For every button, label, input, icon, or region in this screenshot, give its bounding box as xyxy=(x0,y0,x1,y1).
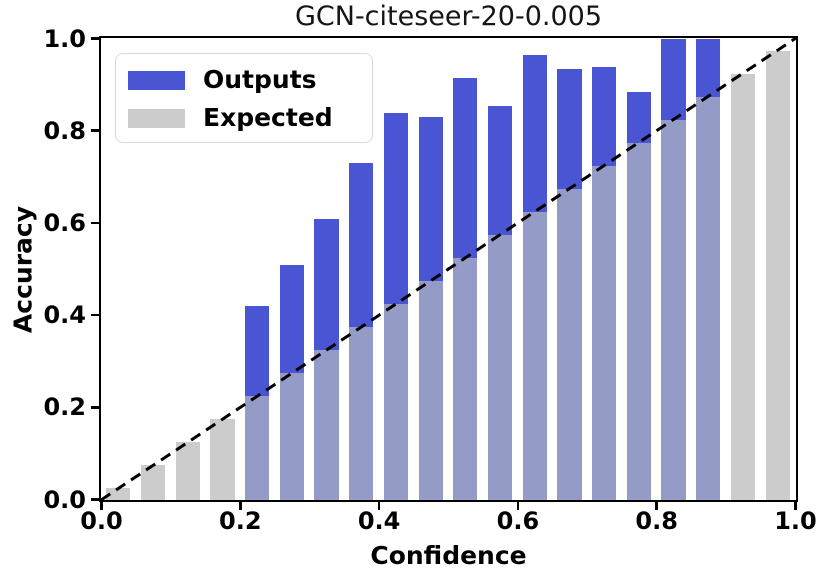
bar-outputs xyxy=(557,68,582,189)
bar-overlap xyxy=(383,304,409,500)
x-axis-label: Confidence xyxy=(370,541,527,570)
x-tick-mark xyxy=(100,502,103,510)
y-tick-mark xyxy=(91,129,99,132)
bar-outputs xyxy=(487,105,513,235)
bars-layer xyxy=(101,38,796,500)
bar-overlap xyxy=(453,257,478,500)
legend-item-outputs: Outputs xyxy=(128,66,360,94)
bar-expected xyxy=(730,73,756,500)
bar-outputs xyxy=(349,163,374,328)
legend-label-expected: Expected xyxy=(203,103,333,132)
bar-outputs xyxy=(522,55,547,212)
y-axis-label: Accuracy xyxy=(8,205,38,334)
bar-outputs xyxy=(314,218,339,351)
bar-overlap xyxy=(279,373,304,500)
x-tick-mark xyxy=(239,502,242,510)
diagonal-line xyxy=(101,38,796,500)
plot-area: Outputs Expected xyxy=(99,36,798,502)
bar-outputs xyxy=(661,39,686,120)
chart-title: GCN-citeseer-20-0.005 xyxy=(294,1,603,32)
bar-overlap xyxy=(418,281,443,500)
y-tick-label: 1.0 xyxy=(43,24,86,53)
y-tick-label: 0.8 xyxy=(43,116,86,145)
bar-expected xyxy=(210,419,235,500)
bar-overlap xyxy=(696,96,721,500)
bar-outputs xyxy=(696,39,721,97)
bar-outputs xyxy=(279,264,304,374)
bar-overlap xyxy=(522,211,547,500)
bar-outputs xyxy=(418,117,443,282)
bar-expected xyxy=(140,465,166,500)
bar-overlap xyxy=(349,327,374,500)
y-tick-label: 0.6 xyxy=(43,208,86,237)
bar-outputs xyxy=(626,92,651,143)
x-tick-mark xyxy=(794,502,797,510)
x-tick-mark xyxy=(516,502,520,510)
y-tick-mark xyxy=(91,406,99,409)
bar-overlap xyxy=(626,142,651,500)
x-tick-label: 0.6 xyxy=(496,507,540,535)
y-tick-mark xyxy=(91,498,99,501)
bar-expected xyxy=(175,442,200,500)
y-tick-label: 0.4 xyxy=(43,301,86,330)
bar-expected xyxy=(106,488,131,500)
x-tick-label: 0.4 xyxy=(357,507,401,535)
legend-swatch-outputs-icon xyxy=(128,70,185,90)
bar-overlap xyxy=(592,165,617,500)
x-tick-label: 0.8 xyxy=(635,507,678,535)
x-tick-mark xyxy=(377,502,381,510)
bar-expected xyxy=(765,50,790,500)
bar-overlap xyxy=(245,396,270,500)
bar-overlap xyxy=(487,234,513,500)
bar-overlap xyxy=(661,119,686,500)
bar-outputs xyxy=(245,306,270,397)
x-tick-label: 0.2 xyxy=(219,507,262,535)
bar-outputs xyxy=(383,112,409,305)
y-tick-label: 0.0 xyxy=(43,485,86,514)
legend: Outputs Expected xyxy=(115,53,373,143)
x-tick-mark xyxy=(655,502,658,510)
bar-outputs xyxy=(453,78,478,258)
x-tick-label: 0.0 xyxy=(80,507,123,535)
legend-label-outputs: Outputs xyxy=(203,65,317,94)
y-tick-mark xyxy=(91,313,99,317)
bar-overlap xyxy=(557,188,582,500)
y-tick-mark xyxy=(91,37,99,40)
y-tick-label: 0.2 xyxy=(43,393,86,422)
bar-overlap xyxy=(314,350,339,500)
legend-item-expected: Expected xyxy=(128,104,360,132)
y-tick-mark xyxy=(91,221,99,225)
bar-outputs xyxy=(592,66,617,166)
x-tick-label: 1.0 xyxy=(774,507,817,535)
legend-swatch-expected-icon xyxy=(128,108,185,128)
